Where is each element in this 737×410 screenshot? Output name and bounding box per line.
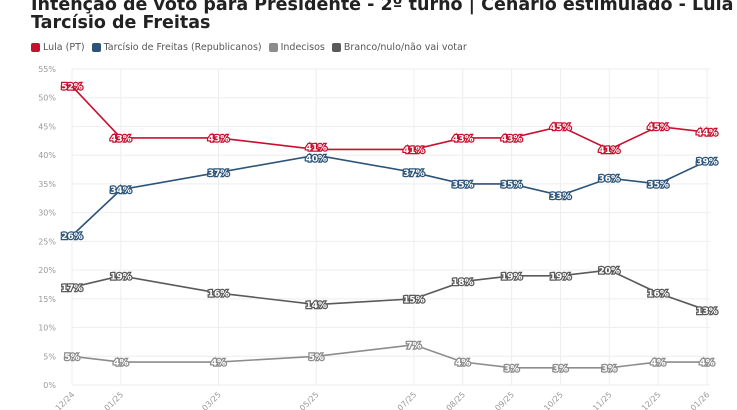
data-label: 35% xyxy=(501,180,523,190)
data-label: 4% xyxy=(113,359,128,369)
legend-label: Tarcísio de Freitas (Republicanos) xyxy=(103,42,262,53)
legend: Lula (PT) Tarcísio de Freitas (Republica… xyxy=(31,42,467,53)
data-label: 7% xyxy=(406,341,421,351)
legend-label: Branco/nulo/não vai votar xyxy=(343,42,467,53)
legend-swatch xyxy=(268,43,278,52)
data-label: 37% xyxy=(403,169,425,179)
y-tick-label: 50% xyxy=(38,94,56,103)
data-label: 41% xyxy=(305,143,327,153)
data-label: 19% xyxy=(550,272,572,282)
data-label: 35% xyxy=(452,180,474,190)
data-label: 16% xyxy=(647,290,669,300)
data-label: 33% xyxy=(550,192,572,202)
y-tick-label: 0% xyxy=(43,381,56,390)
y-tick-label: 55% xyxy=(38,65,56,74)
data-label: 40% xyxy=(305,154,327,164)
data-label: 4% xyxy=(211,359,226,369)
legend-item-indecisos[interactable]: Indecisos xyxy=(268,42,325,53)
series-line xyxy=(71,154,708,237)
data-label: 18% xyxy=(452,278,474,288)
data-label: 3% xyxy=(504,364,519,374)
data-label: 45% xyxy=(550,123,572,133)
data-label: 44% xyxy=(696,129,718,139)
data-label: 43% xyxy=(110,134,132,144)
data-label: 41% xyxy=(403,146,425,156)
x-tick-label: 12/24 xyxy=(54,390,77,410)
data-label: 43% xyxy=(501,134,523,144)
data-label: 16% xyxy=(208,290,230,300)
legend-item-tarcisio[interactable]: Tarcísio de Freitas (Republicanos) xyxy=(91,42,262,53)
data-label: 36% xyxy=(599,175,621,185)
data-label: 20% xyxy=(599,267,621,277)
x-tick-label: 09/25 xyxy=(493,390,516,410)
data-label: 4% xyxy=(651,359,666,369)
series-line xyxy=(71,269,708,312)
x-tick-label: 01/26 xyxy=(689,390,712,410)
data-label: 37% xyxy=(208,169,230,179)
y-tick-label: 40% xyxy=(38,151,56,160)
legend-swatch xyxy=(91,43,101,52)
x-tick-label: 07/25 xyxy=(396,390,419,410)
data-label: 34% xyxy=(110,186,132,196)
y-tick-label: 30% xyxy=(38,209,56,218)
data-label: 5% xyxy=(309,353,324,363)
y-tick-label: 25% xyxy=(38,237,56,246)
x-tick-label: 12/25 xyxy=(640,390,663,410)
data-label: 26% xyxy=(61,232,83,242)
legend-swatch xyxy=(331,43,341,52)
x-tick-label: 05/25 xyxy=(298,390,321,410)
chart-title: Intenção de voto para Presidente - 2º tu… xyxy=(31,0,737,33)
data-label: 14% xyxy=(305,301,327,311)
data-label: 3% xyxy=(602,364,617,374)
y-tick-label: 20% xyxy=(38,266,56,275)
legend-item-lula[interactable]: Lula (PT) xyxy=(31,42,85,53)
y-tick-label: 10% xyxy=(38,324,56,333)
series-line xyxy=(71,85,708,151)
legend-label: Indecisos xyxy=(280,42,325,53)
data-label: 43% xyxy=(208,134,230,144)
data-label: 4% xyxy=(455,359,470,369)
y-tick-label: 35% xyxy=(38,180,56,189)
data-label: 43% xyxy=(452,134,474,144)
data-label: 39% xyxy=(696,157,718,167)
data-label: 13% xyxy=(696,307,718,317)
data-label: 19% xyxy=(501,272,523,282)
y-tick-label: 45% xyxy=(38,122,56,131)
data-label: 45% xyxy=(647,123,669,133)
data-label: 52% xyxy=(61,83,83,93)
x-tick-label: 03/25 xyxy=(200,390,223,410)
data-label: 41% xyxy=(599,146,621,156)
legend-label: Lula (PT) xyxy=(43,42,85,53)
series-line xyxy=(71,343,707,369)
data-label: 17% xyxy=(61,284,83,294)
data-label: 35% xyxy=(647,180,669,190)
legend-swatch xyxy=(31,43,40,52)
data-label: 5% xyxy=(64,353,79,363)
x-tick-label: 08/25 xyxy=(445,390,468,410)
x-tick-label: 11/25 xyxy=(591,390,614,410)
legend-item-branco[interactable]: Branco/nulo/não vai votar xyxy=(331,42,467,53)
data-label: 3% xyxy=(553,364,568,374)
y-tick-label: 5% xyxy=(43,352,56,361)
data-label: 15% xyxy=(403,295,425,305)
y-tick-label: 15% xyxy=(38,295,56,304)
x-tick-label: 10/25 xyxy=(542,390,565,410)
data-label: 4% xyxy=(699,359,714,369)
data-label: 19% xyxy=(110,272,132,282)
x-tick-label: 01/25 xyxy=(103,390,126,410)
